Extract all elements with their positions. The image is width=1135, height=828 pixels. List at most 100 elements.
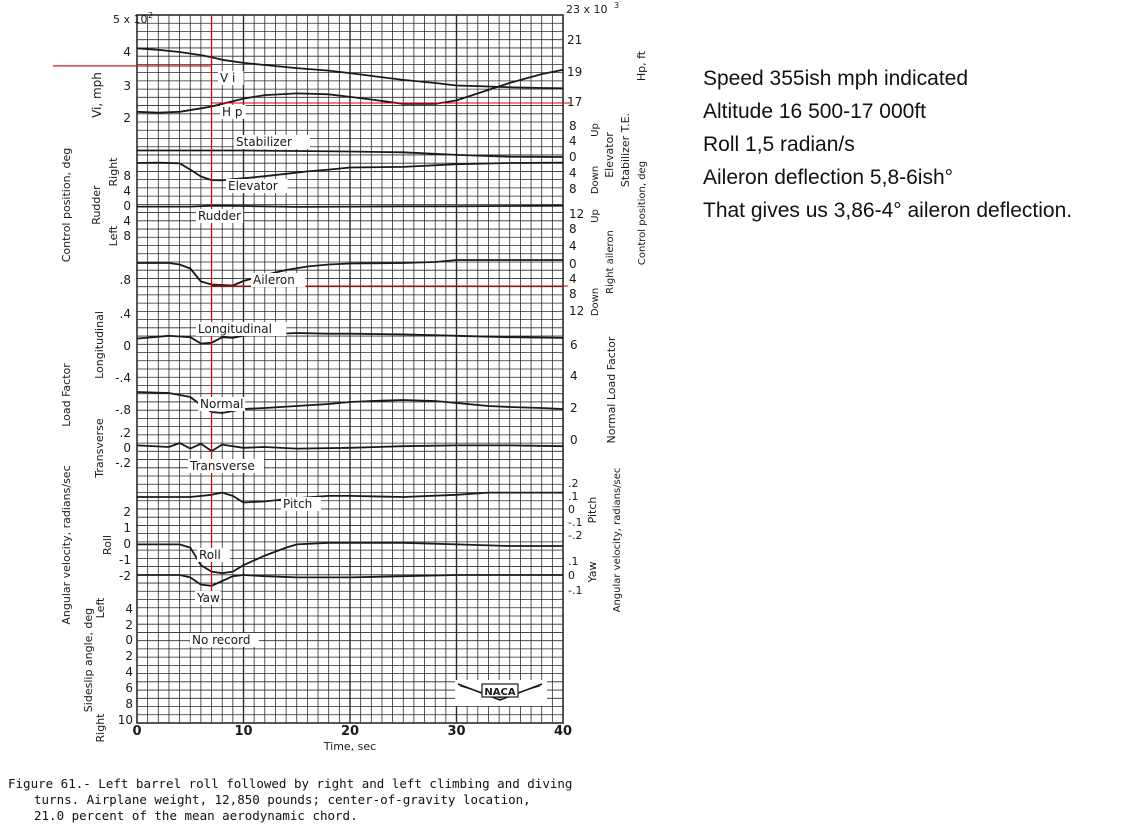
note-altitude: Altitude 16 500-17 000ft	[703, 100, 927, 123]
elevator-axis-label: Elevator	[603, 132, 616, 178]
trace-label-vi: V i	[220, 71, 235, 85]
chart-traces	[136, 47, 564, 587]
control-rudder-label: Rudder	[90, 185, 103, 225]
trace-stabilizer	[137, 149, 564, 158]
aileron-tick: 12	[569, 304, 584, 318]
pitch-tick: -.2	[568, 529, 582, 542]
control-tick: 4	[123, 184, 131, 198]
aileron-tick: 8	[569, 287, 577, 301]
x-tick-label: 40	[554, 724, 572, 739]
trace-label-no-record-bg	[190, 633, 259, 647]
speed-tick: 2	[123, 111, 131, 125]
trace-label-normal: Normal	[200, 397, 243, 411]
pitch-tick: -.1	[568, 516, 582, 529]
trans-tick: -.2	[115, 456, 131, 470]
elevator-up-label: Up	[590, 123, 601, 137]
angular-velocity-left-label: Angular velocity, radians/sec	[60, 465, 73, 624]
pitch-tick: .2	[568, 477, 579, 490]
note-roll: Roll 1,5 radian/s	[703, 133, 855, 156]
trace-vi	[136, 47, 564, 90]
note-aileron: Aileron deflection 5,8-6ish°	[703, 166, 954, 189]
sideslip-axis-label: Sideslip angle, deg	[82, 608, 95, 712]
sideslip-tick: 4	[125, 602, 133, 616]
x-tick-label: 30	[447, 724, 465, 739]
yaw-tick: -.1	[568, 584, 582, 597]
trace-elevator	[136, 161, 564, 182]
trace-label-pitch-bg	[281, 497, 321, 511]
normal-tick: 0	[570, 433, 578, 447]
trans-tick: .2	[120, 426, 131, 440]
aileron-tick: 4	[569, 272, 577, 286]
transverse-axis-label: Transverse	[93, 418, 106, 479]
trace-label-no-record: No record	[192, 633, 250, 647]
trace-yaw	[137, 574, 563, 587]
right-exponent: 23 x 10	[566, 3, 608, 16]
left-exponent: 5 x 10	[113, 13, 148, 26]
elevator-tick: 4	[569, 166, 577, 180]
naca-logo-box	[481, 683, 519, 698]
roll-tick: 0	[123, 537, 131, 551]
long-tick: 0	[123, 339, 131, 353]
trace-label-transverse-bg	[188, 459, 264, 473]
trace-label-aileron: Aileron	[253, 273, 295, 287]
angular-velocity-right-label: Angular velocity, radians/sec	[612, 468, 623, 613]
sideslip-left-label: Left	[94, 597, 107, 618]
longitudinal-axis-label: Longitudinal	[93, 311, 106, 379]
x-axis-label: Time, sec	[323, 740, 376, 753]
aileron-axis-label: Right aileron	[605, 230, 616, 294]
trace-label-pitch: Pitch	[283, 497, 312, 511]
elevator-down-label: Down	[590, 166, 601, 194]
caption-line-1: Figure 61.- Left barrel roll followed by…	[8, 776, 573, 791]
trace-label-roll-bg	[197, 548, 230, 562]
x-tick-label: 20	[341, 724, 359, 739]
trace-label-yaw-bg	[195, 591, 221, 605]
sideslip-tick: 2	[125, 618, 133, 632]
normal-tick: 2	[570, 401, 578, 415]
sideslip-tick: 6	[125, 681, 133, 695]
altitude-axis-label: Hp, ft	[635, 50, 648, 81]
yaw-tick: .1	[568, 555, 579, 568]
trace-normal	[136, 391, 564, 414]
sideslip-tick: 4	[125, 665, 133, 679]
trace-rudder	[137, 204, 564, 208]
trace-label-aileron-bg	[251, 273, 306, 287]
roll-tick: 1	[123, 521, 131, 535]
sideslip-tick: 10	[118, 713, 133, 727]
long-tick: -.8	[115, 403, 131, 417]
sideslip-tick: 2	[125, 649, 133, 663]
x-tick-label: 10	[234, 724, 252, 739]
elevator-tick: 8	[569, 182, 577, 196]
yaw-axis-label: Yaw	[586, 562, 599, 584]
roll-tick: -1	[119, 553, 131, 567]
speed-tick: 4	[123, 45, 131, 59]
right-exponent-power: 3	[614, 1, 619, 10]
long-tick: .4	[120, 307, 131, 321]
elevator-tick: 8	[569, 119, 577, 133]
trace-label-yaw: Yaw	[196, 591, 220, 605]
sideslip-right-label: Right	[94, 713, 107, 743]
caption-line-3: 21.0 percent of the mean aerodynamic cho…	[34, 808, 358, 823]
annotation-notes: Speed 355ish mph indicated Altitude 16 5…	[703, 62, 1128, 227]
aileron-tick: 0	[569, 257, 577, 271]
trace-label-normal-bg	[198, 397, 246, 411]
control-position-right-label: Control position, deg	[637, 161, 648, 265]
trace-label-elevator: Elevator	[228, 179, 278, 193]
trace-label-transverse: Transverse	[189, 459, 255, 473]
trace-label-roll: Roll	[199, 548, 221, 562]
chart-grid	[136, 14, 564, 724]
sideslip-tick: 0	[125, 633, 133, 647]
trace-label-hp-bg	[220, 105, 246, 119]
caption-line-2: turns. Airplane weight, 12,850 pounds; c…	[34, 792, 531, 807]
trace-label-stabilizer: Stabilizer	[236, 135, 292, 149]
roll-tick: -2	[119, 569, 131, 583]
normal-tick: 6	[570, 338, 578, 352]
note-speed: Speed 355ish mph indicated	[703, 67, 969, 90]
trace-label-vi-bg	[218, 71, 244, 85]
control-left-label: Left	[107, 225, 120, 246]
pitch-tick: .1	[568, 490, 579, 503]
control-axis-label: Control position, deg	[60, 148, 73, 263]
sideslip-tick: 8	[125, 697, 133, 711]
roll-tick: 2	[123, 505, 131, 519]
control-tick: 8	[123, 169, 131, 183]
